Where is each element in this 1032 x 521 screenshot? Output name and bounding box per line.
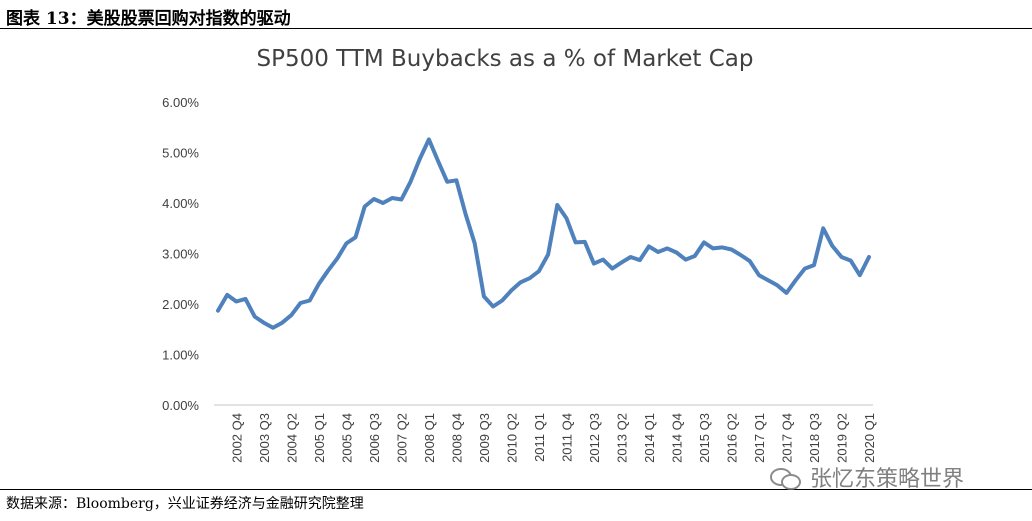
x-tick-label: 2010 Q2 — [504, 413, 519, 463]
series-line — [216, 137, 871, 330]
x-tick-label: 2016 Q2 — [724, 413, 739, 463]
x-axis: 2002 Q4 2003 Q3 2004 Q2 2005 Q1 2005 Q4 2006 … — [229, 413, 877, 463]
figure-title: 图表 13：美股股票回购对指数的驱动 — [6, 9, 291, 29]
x-tick-label: 2013 Q2 — [614, 413, 629, 463]
x-tick-label: 2005 Q4 — [339, 413, 354, 463]
x-tick-label: 2004 Q2 — [284, 413, 299, 463]
watermark: 张忆东策略世界 — [770, 461, 964, 493]
x-tick-label: 2014 Q1 — [642, 413, 657, 463]
wechat-icon — [770, 466, 802, 490]
y-tick-label: 5.00% — [162, 146, 199, 161]
x-tick-label: 2019 Q2 — [834, 413, 849, 463]
x-tick-label: 2017 Q1 — [752, 413, 767, 463]
y-tick-label: 3.00% — [162, 247, 199, 262]
x-tick-label: 2005 Q1 — [312, 413, 327, 463]
y-tick-label: 2.00% — [162, 297, 199, 312]
x-tick-label: 2018 Q3 — [807, 413, 822, 463]
x-tick-label: 2006 Q3 — [367, 413, 382, 463]
y-tick-label: 1.00% — [162, 348, 199, 363]
x-tick-label: 2012 Q3 — [587, 413, 602, 463]
x-tick-label: 2015 Q3 — [697, 413, 712, 463]
x-tick-label: 2011 Q4 — [559, 413, 574, 462]
x-tick-label: 2003 Q3 — [257, 413, 272, 463]
chart-title: SP500 TTM Buybacks as a % of Market Cap — [256, 46, 753, 72]
watermark-text: 张忆东策略世界 — [810, 467, 965, 492]
x-tick-label: 2008 Q1 — [422, 413, 437, 463]
x-tick-label: 2011 Q1 — [532, 413, 547, 462]
x-tick-label: 2020 Q1 — [862, 413, 877, 463]
x-tick-label: 2014 Q4 — [669, 413, 684, 463]
x-tick-label: 2002 Q4 — [229, 413, 244, 463]
top-rule — [0, 28, 1032, 29]
y-axis: 0.00% 1.00% 2.00% 3.00% 4.00% 5.00% 6.00% — [162, 95, 199, 413]
x-tick-label: 2009 Q3 — [477, 413, 492, 463]
x-tick-label: 2008 Q4 — [449, 413, 464, 463]
y-tick-label: 6.00% — [162, 95, 199, 110]
y-tick-label: 4.00% — [162, 196, 199, 211]
source-note: 数据来源：Bloomberg，兴业证券经济与金融研究院整理 — [6, 496, 364, 512]
x-tick-label: 2017 Q4 — [779, 413, 794, 463]
bottom-rule — [0, 489, 1032, 490]
x-tick-label: 2007 Q2 — [394, 413, 409, 463]
y-tick-label: 0.00% — [162, 398, 199, 413]
line-chart: SP500 TTM Buybacks as a % of Market Cap … — [162, 46, 877, 463]
